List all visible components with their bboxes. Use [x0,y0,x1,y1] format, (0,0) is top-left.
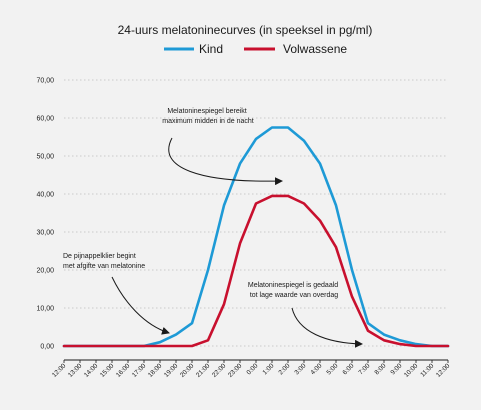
y-tick-label: 50,00 [36,154,54,161]
x-tick-label: 5:00 [326,362,340,376]
legend-label-kind: Kind [199,42,223,56]
x-tick-label: 12:00 [435,362,452,379]
series-line-kind [62,126,450,348]
x-tick-label: 10:00 [403,362,420,379]
annotation-end-line-1: Melatoninespiegel is gedaald [248,282,338,289]
y-tick-label: 40,00 [36,192,54,199]
annotation-peak-arrow [168,137,283,186]
x-tick-label: 16:00 [115,362,132,379]
y-tick-label: 20,00 [36,268,54,275]
x-tick-label: 12:00 [51,362,68,379]
svg-text:Melatoninespiegel bereikt: Melatoninespiegel bereikt maximum midden… [162,108,253,125]
series [62,126,450,348]
annotation-end-line-2: tot lage waarde van overdag [250,292,338,299]
x-axis-ticks: 12:00 13:00 14:00 15:00 16:00 17:00 18:00 19:00… [51,360,452,379]
annotation-start-arrow [111,276,170,335]
y-axis-ticks: 0,00 10,00 20,00 30,00 40,00 50,00 60,00 70,00 [36,78,54,351]
annotation-peak-line-2: maximum midden in de nacht [162,118,253,125]
annotation-peak: Melatoninespiegel bereikt maximum midden… [162,108,283,186]
annotation-peak-line-1: Melatoninespiegel bereikt [167,108,246,115]
x-tick-label: 17:00 [131,362,148,379]
x-tick-label: 19:00 [163,362,180,379]
x-tick-label: 11:00 [419,362,435,378]
x-tick-label: 21:00 [195,362,212,379]
x-tick-label: 20:00 [179,362,196,379]
y-tick-label: 10,00 [36,306,54,313]
x-tick-label: 7:00 [358,362,372,376]
x-tick-label: 2:00 [278,362,292,376]
x-tick-label: 0:00 [246,362,260,376]
series-line-volwassene [62,194,450,348]
x-tick-label: 13:00 [67,362,84,379]
x-tick-label: 4:00 [310,362,324,376]
y-tick-label: 60,00 [36,116,54,123]
x-tick-label: 8:00 [374,362,388,376]
x-tick-label: 15:00 [99,362,116,379]
x-tick-label: 22:00 [211,362,228,379]
chart-title: 24-uurs melatoninecurves (in speeksel in… [118,23,373,37]
y-tick-label: 0,00 [40,344,54,351]
x-tick-label: 14:00 [83,362,100,379]
annotation-start-line-2: met afgifte van melatonine [63,263,145,270]
x-tick-label: 1:00 [262,362,276,376]
x-tick-label: 9:00 [390,362,404,376]
x-tick-label: 6:00 [342,362,356,376]
x-tick-label: 3:00 [294,362,308,376]
svg-text:De pijnappelklier begint: De pijnappelklier begint met afgifte van… [63,253,145,270]
legend-label-volwassene: Volwassene [283,42,347,56]
annotation-start: De pijnappelklier begint met afgifte van… [63,253,170,335]
annotation-end: Melatoninespiegel is gedaald tot lage wa… [248,282,363,348]
grid [64,79,448,347]
x-tick-label: 18:00 [147,362,164,379]
annotation-end-arrow [291,307,363,348]
y-tick-label: 70,00 [36,78,54,85]
x-tick-label: 23:00 [227,362,244,379]
svg-text:Melatoninespiegel is gedaald: Melatoninespiegel is gedaald tot lage wa… [248,282,340,299]
y-tick-label: 30,00 [36,230,54,237]
legend: Kind Volwassene [164,42,347,56]
annotation-start-line-1: De pijnappelklier begint [63,253,136,260]
